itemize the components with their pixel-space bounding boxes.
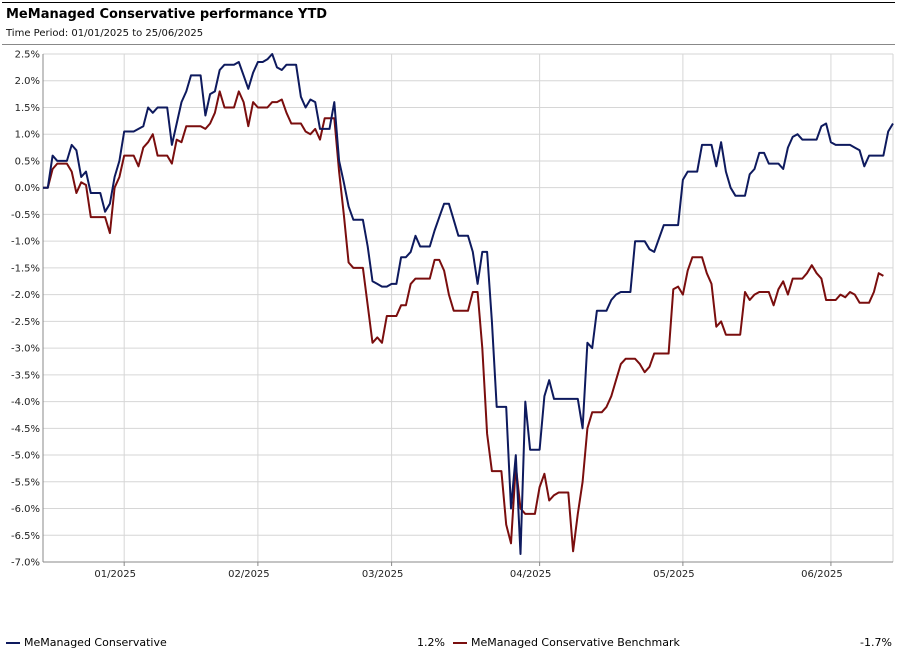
x-axis: 01/2025 02/2025 03/2025 04/2025 05/2025 06/20… [43, 561, 893, 580]
legend-swatch-portfolio [6, 641, 20, 644]
header-divider [2, 44, 895, 45]
x-tick-label: 04/2025 [510, 569, 552, 580]
y-tick-label: -4.5% [11, 424, 40, 435]
y-tick-label: -0.5% [11, 210, 40, 221]
legend-value-benchmark: -1.7% [860, 636, 892, 649]
y-tick-label: -5.0% [11, 451, 40, 462]
chart-series [43, 53, 894, 555]
y-tick-label: -1.0% [11, 237, 40, 248]
y-tick-label: -5.5% [11, 477, 40, 488]
y-tick-label: 2.0% [15, 76, 40, 87]
series-line-portfolio [43, 53, 894, 555]
y-axis: 2.5% 2.0% 1.5% 1.0% 0.5% 0.0% -0.5% -1.0% -1.5% -… [11, 50, 44, 569]
y-tick-label: -3.0% [11, 344, 40, 355]
x-tick-label: 02/2025 [228, 569, 270, 580]
legend-item-portfolio: MeManaged Conservative [6, 636, 167, 649]
y-tick-label: 0.0% [15, 183, 40, 194]
legend-label-portfolio: MeManaged Conservative [24, 636, 167, 649]
y-tick-label: -6.5% [11, 531, 40, 542]
x-tick-label: 01/2025 [94, 569, 136, 580]
y-tick-label: -2.5% [11, 317, 40, 328]
x-tick-label: 06/2025 [801, 569, 843, 580]
y-tick-label: -7.0% [11, 558, 40, 569]
x-tick-label: 05/2025 [653, 569, 695, 580]
y-tick-label: -2.0% [11, 290, 40, 301]
legend-label-benchmark: MeManaged Conservative Benchmark [471, 636, 680, 649]
y-tick-label: 0.5% [15, 156, 40, 167]
series-line-benchmark [43, 90, 884, 553]
y-tick-label: -6.0% [11, 504, 40, 515]
y-tick-label: 1.0% [15, 130, 40, 141]
y-tick-label: -3.5% [11, 370, 40, 381]
legend-value-portfolio: 1.2% [417, 636, 445, 649]
time-period-subtitle: Time Period: 01/01/2025 to 25/06/2025 [6, 28, 204, 39]
legend-swatch-benchmark [453, 641, 467, 644]
y-tick-label: -4.0% [11, 397, 40, 408]
y-tick-label: -1.5% [11, 263, 40, 274]
x-tick-label: 03/2025 [362, 569, 404, 580]
title-top-rule [2, 2, 895, 3]
y-tick-label: 2.5% [15, 50, 40, 61]
y-tick-label: 1.5% [15, 103, 40, 114]
page-title: MeManaged Conservative performance YTD [6, 7, 328, 22]
legend-item-benchmark: MeManaged Conservative Benchmark [453, 636, 680, 649]
